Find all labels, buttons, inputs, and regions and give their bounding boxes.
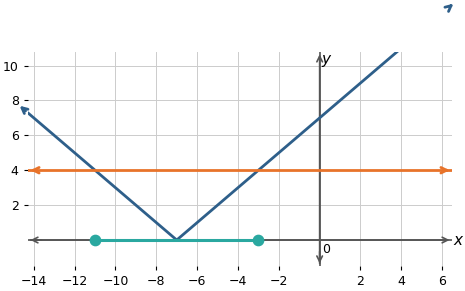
Text: x: x <box>453 233 462 248</box>
Point <box>255 238 262 242</box>
Point <box>91 238 99 242</box>
Text: 0: 0 <box>322 243 330 256</box>
Text: y: y <box>321 52 330 68</box>
